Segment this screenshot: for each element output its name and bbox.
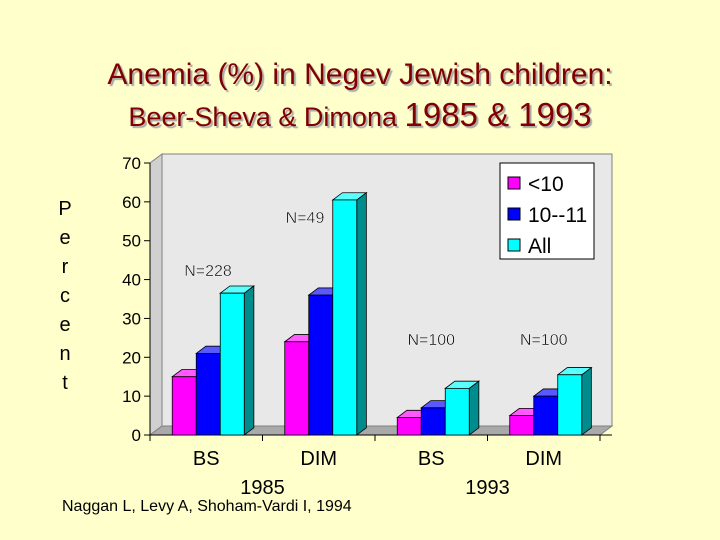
legend-swatch (507, 238, 521, 252)
y-tick-label: 70 (122, 154, 141, 173)
y-tick-label: 50 (122, 232, 141, 251)
bar (509, 415, 535, 436)
slide-title-line2-years: 1985 & 1993 (404, 96, 592, 133)
bar-side (468, 380, 480, 436)
annotation-label: N=100 (520, 332, 568, 349)
y-axis-label-char: t (62, 372, 68, 394)
y-axis-label-char: c (60, 285, 70, 307)
x-group-label: 1993 (465, 477, 510, 499)
bar (557, 374, 583, 436)
annotation-label: N=228 (184, 263, 232, 280)
citation: Naggan L, Levy A, Shoham-Vardi I, 1994 (62, 498, 352, 515)
bar (332, 199, 358, 436)
bar (444, 387, 470, 436)
x-tick-label: DIM (300, 448, 337, 470)
y-axis-label-char: r (61, 256, 69, 278)
bar (195, 352, 221, 436)
y-tick-label: 40 (122, 271, 141, 290)
x-tick-label: BS (193, 448, 220, 470)
y-tick-label: 20 (122, 348, 141, 367)
y-tick-label: 10 (122, 387, 141, 406)
bar (308, 294, 334, 436)
slide-title-line1: Anemia (%) in Negev Jewish children: (107, 58, 613, 91)
y-axis-label-char: e (59, 227, 71, 249)
y-tick-label: 0 (132, 426, 141, 445)
slide-title-line2: Beer-Sheva & Dimona 1985 & 1993 (0, 96, 720, 134)
bar-side (581, 366, 592, 436)
y-tick-label: 60 (122, 193, 141, 212)
legend-swatch (507, 176, 521, 190)
legend-swatch (507, 207, 521, 221)
legend-label: 10--11 (528, 204, 587, 227)
bar-side (356, 191, 367, 436)
x-group-label: 1985 (240, 477, 285, 499)
x-tick-label: BS (418, 448, 445, 470)
bar-side (243, 285, 255, 436)
legend-label: All (528, 235, 551, 258)
annotation-label: N=49 (286, 210, 325, 227)
bar (396, 417, 422, 436)
y-axis-label-char: P (58, 198, 72, 220)
annotation-label: N=100 (407, 332, 455, 349)
bar (219, 292, 245, 436)
bar (533, 395, 559, 436)
y-axis-label-char: e (59, 314, 71, 336)
bar (171, 376, 197, 436)
slide-title-line2-prefix: Beer-Sheva & Dimona (128, 102, 405, 132)
x-tick-label: DIM (525, 448, 562, 470)
y-tick-label: 30 (122, 309, 141, 328)
bar (284, 341, 310, 436)
legend-label: <10 (528, 173, 564, 196)
y-axis-label-char: n (59, 343, 71, 365)
bar (420, 407, 446, 436)
plot-side-wall (149, 153, 163, 436)
